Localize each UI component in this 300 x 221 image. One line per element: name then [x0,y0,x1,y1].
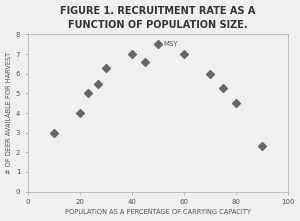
Point [233,101,238,105]
Point [259,145,264,148]
Point [220,86,225,89]
Point [96,82,100,85]
X-axis label: POPULATION AS A PERCENTAGE OF CARRYING CAPACITY: POPULATION AS A PERCENTAGE OF CARRYING C… [65,210,251,215]
Point [142,60,147,64]
Point [129,52,134,56]
Point [85,92,90,95]
Point [182,52,186,56]
Title: FIGURE 1. RECRUITMENT RATE AS A
FUNCTION OF POPULATION SIZE.: FIGURE 1. RECRUITMENT RATE AS A FUNCTION… [60,6,256,30]
Text: MSY: MSY [163,41,178,47]
Point [103,66,108,70]
Point [51,131,56,135]
Point [77,111,82,115]
Y-axis label: # OF DEER AVAILABLE FOR HARVEST: # OF DEER AVAILABLE FOR HARVEST [6,52,12,174]
Point [207,72,212,76]
